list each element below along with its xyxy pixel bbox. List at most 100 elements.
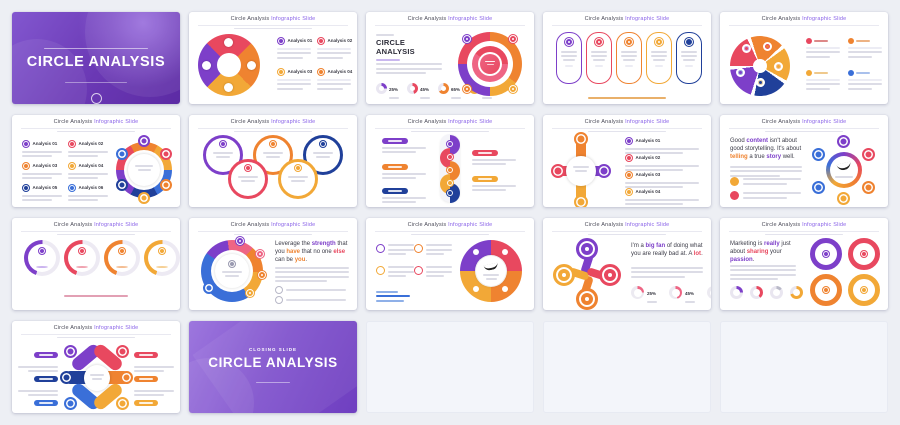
capsule-card xyxy=(616,32,642,84)
label-block xyxy=(18,369,58,396)
subtitle-placeholder xyxy=(411,233,489,235)
slide-thumbnail-16[interactable]: Circle Analysis Infographic Slide xyxy=(12,321,180,413)
paragraph-placeholder xyxy=(631,264,703,278)
divider xyxy=(552,128,702,129)
satellite-node xyxy=(812,181,825,194)
analysis-item: Analysis 01 xyxy=(22,140,64,157)
segment-dot xyxy=(502,286,508,292)
corner-node xyxy=(462,84,472,94)
analysis-icon xyxy=(317,37,325,45)
subtitle-placeholder xyxy=(57,233,135,235)
gauge-circle xyxy=(104,240,140,276)
slide-header: Circle Analysis Infographic Slide xyxy=(407,222,493,228)
slide-thumbnail-12[interactable]: Circle Analysis Infographic Slide Levera… xyxy=(189,218,357,310)
feature-item xyxy=(376,266,414,277)
slide-thumbnail-2[interactable]: Circle Analysis Infographic Slide Analys… xyxy=(189,12,357,104)
cover-title: CIRCLE ANALYSIS xyxy=(26,54,166,70)
hub-circle xyxy=(566,156,596,186)
label-block xyxy=(18,345,58,372)
slide-header: Circle Analysis Infographic Slide xyxy=(584,119,670,125)
petal-icon xyxy=(756,78,765,87)
analysis-item: Analysis 01 xyxy=(277,37,312,59)
link-text-placeholder xyxy=(376,288,410,302)
bullet-item xyxy=(730,177,802,186)
analysis-item: Analysis 03 xyxy=(625,171,701,188)
analysis-item: Analysis 04 xyxy=(625,188,701,205)
slide-thumbnail-15[interactable]: Circle Analysis Infographic Slide Market… xyxy=(720,218,888,310)
analysis-item: Analysis 04 xyxy=(317,68,352,90)
slide-header: Circle Analysis Infographic Slide xyxy=(230,16,316,22)
spoke-arm xyxy=(576,181,586,203)
slide-header: Circle Analysis Infographic Slide xyxy=(53,325,139,331)
slide-header: Circle Analysis Infographic Slide xyxy=(584,222,670,228)
slide-thumbnail-3[interactable]: Circle Analysis Infographic Slide CIRCLE… xyxy=(366,12,534,104)
topic-item xyxy=(848,70,882,90)
divider xyxy=(375,25,525,26)
slide-thumbnail-5[interactable]: Circle Analysis Infographic Slide xyxy=(720,12,888,104)
slide-thumbnail-9[interactable]: Circle Analysis Infographic Slide Analys… xyxy=(543,115,711,207)
analysis-item: Analysis 02 xyxy=(317,37,352,59)
intro-text-placeholder xyxy=(44,47,148,49)
analysis-icon xyxy=(277,68,285,76)
analysis-item: Analysis 03 xyxy=(277,68,312,90)
capsule-card xyxy=(556,32,582,84)
slide-header: Circle Analysis Infographic Slide xyxy=(230,222,316,228)
section-heading: CIRCLE ANALYSIS xyxy=(376,38,415,56)
quote-text: Leverage the strength that you have that… xyxy=(275,241,348,264)
satellite-node xyxy=(574,132,588,146)
ring-node xyxy=(255,249,265,259)
petal-icon xyxy=(736,68,745,77)
label-block xyxy=(134,345,174,372)
subtitle-placeholder xyxy=(256,382,290,383)
slide-thumbnail-1[interactable]: CIRCLE ANALYSIS xyxy=(12,12,180,104)
slide-header: Circle Analysis Infographic Slide xyxy=(407,16,493,22)
corner-node xyxy=(508,84,518,94)
step-icon xyxy=(446,189,454,197)
divider xyxy=(375,231,525,232)
petal-icon xyxy=(774,62,783,71)
capsule-card xyxy=(676,32,702,84)
slide-thumbnail-4[interactable]: Circle Analysis Infographic Slide xyxy=(543,12,711,104)
capsule-card xyxy=(646,32,672,84)
subtitle-placeholder xyxy=(57,130,135,132)
snake-step xyxy=(440,174,450,194)
segment-dot xyxy=(502,249,508,255)
pin-node xyxy=(576,238,598,260)
subtitle-placeholder xyxy=(765,130,843,132)
slide-thumbnail-14[interactable]: Circle Analysis Infographic Slide I'm a … xyxy=(543,218,711,310)
satellite-node xyxy=(837,192,850,205)
footnote-placeholder xyxy=(12,284,180,310)
satellite-node xyxy=(862,148,875,161)
pin-node xyxy=(553,264,575,286)
quote-text: Good content isn't about good storytelli… xyxy=(730,138,802,161)
slide-header: Circle Analysis Infographic Slide xyxy=(230,119,316,125)
gauge-circle xyxy=(24,240,60,276)
slide-thumbnail-10[interactable]: Circle Analysis Infographic Slide Good c… xyxy=(720,115,888,207)
slide-thumbnail-13[interactable]: Circle Analysis Infographic Slide xyxy=(366,218,534,310)
arm-node xyxy=(64,345,77,358)
slide-thumbnail-17[interactable]: CLOSING SLIDE CIRCLE ANALYSIS xyxy=(189,321,357,413)
slide-thumbnail-11[interactable]: Circle Analysis Infographic Slide xyxy=(12,218,180,310)
subtitle-placeholder xyxy=(57,336,135,338)
node xyxy=(138,192,150,204)
slide-thumbnail-7[interactable]: Circle Analysis Infographic Slide xyxy=(189,115,357,207)
node xyxy=(116,148,128,160)
satellite-node xyxy=(837,135,850,148)
label-block xyxy=(382,138,428,153)
gauge-circle xyxy=(64,240,100,276)
topic-item xyxy=(806,70,840,90)
slide-thumbnail-6[interactable]: Circle Analysis Infographic Slide Analys… xyxy=(12,115,180,207)
arm-node xyxy=(60,371,73,384)
slide-thumbnail-8[interactable]: Circle Analysis Infographic Slide xyxy=(366,115,534,207)
empty-slide-slot xyxy=(543,321,711,413)
rainbow-hub xyxy=(826,152,862,188)
pin-node xyxy=(599,264,621,286)
footnote-placeholder xyxy=(543,86,711,104)
label-block xyxy=(134,369,174,396)
node xyxy=(116,179,128,191)
empty-slide-slot xyxy=(720,321,888,413)
arm-node xyxy=(64,397,77,410)
quote-text: Marketing is really just about sharing y… xyxy=(730,241,791,264)
snake-step xyxy=(450,161,460,181)
snake-step xyxy=(450,183,460,203)
